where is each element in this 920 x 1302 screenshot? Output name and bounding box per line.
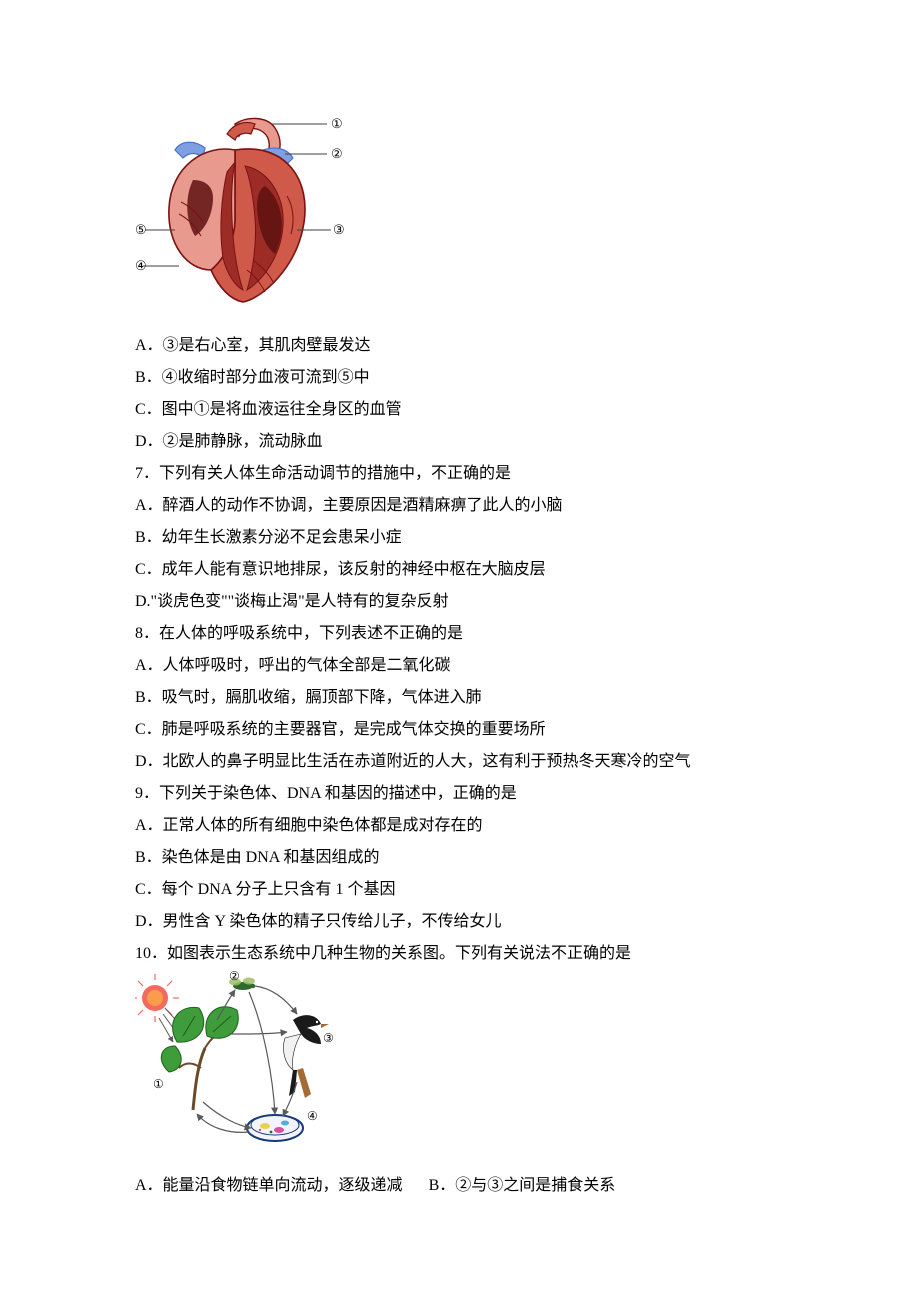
q6-option-a: A．③是右心室，其肌肉壁最发达 bbox=[135, 330, 785, 362]
q8-stem: 8．在人体的呼吸系统中，下列表述不正确的是 bbox=[135, 618, 785, 650]
heart-svg: ① ② ③ ④ ⑤ bbox=[135, 110, 345, 310]
ecosystem-svg: ① ② ③ ④ bbox=[135, 970, 335, 1150]
q8-option-b: B．吸气时，膈肌收缩，膈顶部下降，气体进入肺 bbox=[135, 682, 785, 714]
q9-option-c: C．每个 DNA 分子上只含有 1 个基因 bbox=[135, 874, 785, 906]
q7-stem: 7．下列有关人体生命活动调节的措施中，不正确的是 bbox=[135, 458, 785, 490]
heart-label-3: ③ bbox=[333, 222, 345, 237]
heart-diagram: ① ② ③ ④ ⑤ bbox=[135, 110, 785, 322]
heart-label-2: ② bbox=[331, 146, 343, 161]
q8-option-d: D．北欧人的鼻子明显比生活在赤道附近的人大，这有利于预热冬天寒冷的空气 bbox=[135, 746, 785, 778]
q7-option-b: B．幼年生长激素分泌不足会患呆小症 bbox=[135, 522, 785, 554]
q9-stem: 9．下列关于染色体、DNA 和基因的描述中，正确的是 bbox=[135, 778, 785, 810]
q7-option-a: A．醉酒人的动作不协调，主要原因是酒精麻痹了此人的小脑 bbox=[135, 490, 785, 522]
q10-option-b: B．②与③之间是捕食关系 bbox=[429, 1177, 616, 1194]
heart-label-4: ④ bbox=[135, 258, 147, 273]
q8-option-c: C．肺是呼吸系统的主要器官，是完成气体交换的重要场所 bbox=[135, 714, 785, 746]
q7-option-c: C．成年人能有意识地排尿，该反射的神经中枢在大脑皮层 bbox=[135, 554, 785, 586]
ecosystem-diagram: ① ② ③ ④ bbox=[135, 970, 785, 1162]
eco-label-3: ③ bbox=[323, 1031, 334, 1045]
eco-label-2: ② bbox=[229, 970, 240, 983]
q6-option-d: D．②是肺静脉，流动脉血 bbox=[135, 426, 785, 458]
q10-option-a: A．能量沿食物链单向流动，逐级递减 bbox=[135, 1177, 403, 1194]
eco-label-4: ④ bbox=[307, 1109, 318, 1123]
q10-stem: 10．如图表示生态系统中几种生物的关系图。下列有关说法不正确的是 bbox=[135, 938, 785, 970]
q6-option-b: B．④收缩时部分血液可流到⑤中 bbox=[135, 362, 785, 394]
q9-option-d: D．男性含 Y 染色体的精子只传给儿子，不传给女儿 bbox=[135, 906, 785, 938]
q9-option-b: B．染色体是由 DNA 和基因组成的 bbox=[135, 842, 785, 874]
q8-option-a: A．人体呼吸时，呼出的气体全部是二氧化碳 bbox=[135, 650, 785, 682]
eco-label-1: ① bbox=[153, 1077, 164, 1091]
heart-label-5: ⑤ bbox=[135, 222, 147, 237]
q7-option-d: D."谈虎色变""谈梅止渴"是人特有的复杂反射 bbox=[135, 586, 785, 618]
q6-option-c: C．图中①是将血液运往全身区的血管 bbox=[135, 394, 785, 426]
heart-label-1: ① bbox=[331, 116, 343, 131]
q9-option-a: A．正常人体的所有细胞中染色体都是成对存在的 bbox=[135, 810, 785, 842]
